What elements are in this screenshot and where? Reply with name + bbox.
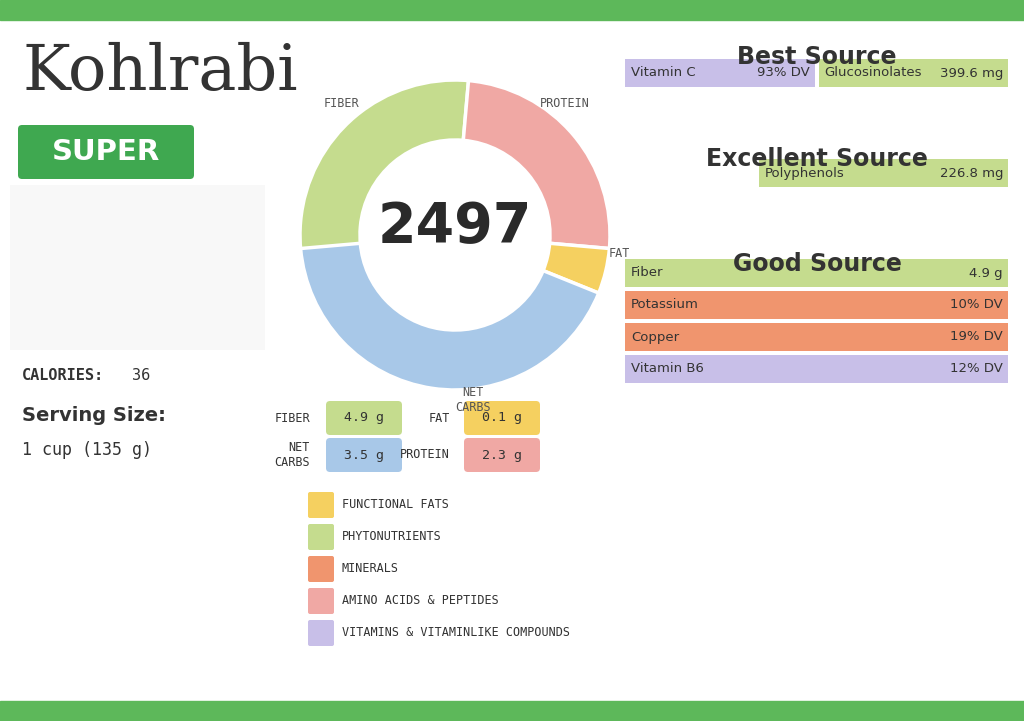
Wedge shape	[463, 81, 610, 249]
Text: PROTEIN: PROTEIN	[540, 97, 590, 110]
Text: Kohlrabi: Kohlrabi	[22, 42, 298, 103]
Wedge shape	[301, 243, 599, 390]
Text: 0.1 g: 0.1 g	[482, 412, 522, 425]
Text: FIBER: FIBER	[274, 412, 310, 425]
Text: 36: 36	[132, 368, 151, 383]
Text: NET
CARBS: NET CARBS	[274, 441, 310, 469]
Text: 3.5 g: 3.5 g	[344, 448, 384, 461]
FancyBboxPatch shape	[308, 620, 334, 646]
Wedge shape	[543, 243, 609, 293]
Text: FAT: FAT	[429, 412, 450, 425]
Bar	[818, 59, 1008, 87]
Bar	[759, 159, 1008, 187]
Bar	[0, 701, 1024, 721]
Bar	[625, 59, 814, 87]
Text: Copper: Copper	[631, 330, 679, 343]
Text: NET
CARBS: NET CARBS	[456, 386, 492, 414]
FancyBboxPatch shape	[326, 438, 402, 472]
Text: Excellent Source: Excellent Source	[707, 147, 928, 171]
Bar	[0, 0, 1024, 20]
Text: 226.8 mg: 226.8 mg	[939, 167, 1002, 180]
Text: PHYTONUTRIENTS: PHYTONUTRIENTS	[342, 531, 441, 544]
Text: Vitamin C: Vitamin C	[631, 66, 695, 79]
FancyBboxPatch shape	[464, 438, 540, 472]
Text: VITAMINS & VITAMINLIKE COMPOUNDS: VITAMINS & VITAMINLIKE COMPOUNDS	[342, 627, 570, 640]
FancyBboxPatch shape	[308, 556, 334, 582]
Text: AMINO ACIDS & PEPTIDES: AMINO ACIDS & PEPTIDES	[342, 595, 499, 608]
Bar	[625, 355, 1008, 383]
FancyBboxPatch shape	[464, 401, 540, 435]
FancyBboxPatch shape	[308, 588, 334, 614]
Text: FIBER: FIBER	[324, 97, 359, 110]
Text: FUNCTIONAL FATS: FUNCTIONAL FATS	[342, 498, 449, 511]
Bar	[625, 323, 1008, 351]
Text: SUPER: SUPER	[52, 138, 160, 166]
Bar	[10, 185, 265, 350]
Text: PROTEIN: PROTEIN	[400, 448, 450, 461]
Text: Glucosinolates: Glucosinolates	[824, 66, 922, 79]
Text: 4.9 g: 4.9 g	[970, 267, 1002, 280]
Text: Fiber: Fiber	[631, 267, 664, 280]
Text: 4.9 g: 4.9 g	[344, 412, 384, 425]
Text: 2497: 2497	[378, 200, 532, 254]
Text: FAT: FAT	[609, 247, 631, 260]
Text: 93% DV: 93% DV	[757, 66, 810, 79]
Bar	[625, 259, 1008, 287]
Text: 1 cup (135 g): 1 cup (135 g)	[22, 441, 152, 459]
FancyBboxPatch shape	[18, 125, 194, 179]
Text: CALORIES:: CALORIES:	[22, 368, 104, 383]
FancyBboxPatch shape	[308, 492, 334, 518]
Text: 19% DV: 19% DV	[950, 330, 1002, 343]
Text: Polyphenols: Polyphenols	[765, 167, 845, 180]
FancyBboxPatch shape	[308, 524, 334, 550]
Text: MINERALS: MINERALS	[342, 562, 399, 575]
Text: 2.3 g: 2.3 g	[482, 448, 522, 461]
Text: Best Source: Best Source	[737, 45, 897, 69]
Text: Serving Size:: Serving Size:	[22, 406, 166, 425]
Text: Vitamin B6: Vitamin B6	[631, 363, 703, 376]
Text: 10% DV: 10% DV	[950, 298, 1002, 311]
Wedge shape	[300, 80, 469, 389]
Text: 12% DV: 12% DV	[950, 363, 1002, 376]
FancyBboxPatch shape	[326, 401, 402, 435]
Bar	[625, 291, 1008, 319]
Text: Good Source: Good Source	[732, 252, 901, 276]
Text: 399.6 mg: 399.6 mg	[940, 66, 1002, 79]
Text: Potassium: Potassium	[631, 298, 698, 311]
